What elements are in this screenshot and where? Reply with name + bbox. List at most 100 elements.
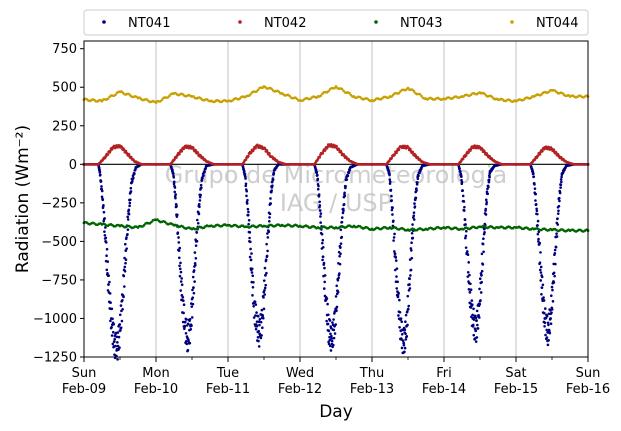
trace-point (254, 314, 257, 317)
trace-point (126, 215, 129, 219)
trace-point (262, 279, 266, 282)
trace-point (539, 279, 543, 282)
trace-point (464, 223, 467, 226)
x-axis: SunFeb-09MonFeb-10TueFeb-11WedFeb-12ThuF… (62, 357, 610, 397)
trace-point (129, 198, 132, 202)
trace-point (333, 332, 337, 335)
trace-point (441, 163, 445, 166)
trace-point (411, 150, 415, 154)
trace-point (128, 204, 131, 208)
trace-point (557, 197, 561, 201)
trace-point (585, 94, 588, 97)
trace-point (479, 272, 483, 275)
trace-point (318, 204, 322, 207)
trace-point (277, 90, 281, 94)
trace-point (101, 197, 104, 201)
trace-point (407, 289, 411, 292)
trace-point (478, 277, 482, 281)
trace-point (323, 274, 327, 277)
trace-point (550, 311, 553, 315)
series-NT044 (82, 85, 590, 105)
trace-point (256, 88, 260, 92)
trace-point (330, 334, 333, 338)
trace-point (331, 321, 334, 324)
trace-point (409, 268, 413, 272)
trace-point (342, 203, 346, 206)
trace-point (547, 312, 551, 316)
trace-point (479, 291, 483, 294)
trace-point (263, 286, 267, 290)
trace-point (464, 246, 468, 249)
trace-point (315, 170, 319, 174)
trace-point (318, 200, 321, 204)
trace-point (244, 184, 248, 188)
trace-point (247, 210, 250, 214)
trace-point (105, 254, 108, 258)
trace-point (322, 261, 326, 265)
trace-point (416, 181, 419, 184)
trace-point (470, 299, 474, 302)
trace-point (412, 211, 416, 214)
trace-point (407, 283, 410, 287)
trace-point (250, 267, 254, 271)
series-NT043 (82, 218, 590, 233)
trace-point (246, 198, 249, 202)
trace-point (333, 86, 336, 90)
trace-point (321, 258, 324, 262)
trace-point (533, 183, 536, 186)
trace-point (548, 331, 552, 335)
trace-point (423, 228, 426, 231)
trace-point (335, 144, 338, 148)
trace-point (261, 314, 265, 318)
trace-point (333, 227, 336, 230)
trace-point (189, 227, 192, 230)
trace-point (153, 100, 156, 103)
trace-point (119, 304, 123, 307)
trace-point (541, 149, 544, 153)
trace-point (251, 285, 255, 289)
trace-point (557, 209, 560, 213)
trace-point (200, 179, 204, 182)
trace-point (188, 317, 192, 321)
trace-point (247, 222, 250, 226)
trace-point (317, 193, 321, 196)
trace-point (553, 248, 557, 252)
trace-point (319, 94, 323, 97)
trace-point (263, 147, 267, 151)
x-tick-date-3: Feb-12 (278, 382, 322, 397)
trace-point (130, 180, 134, 183)
x-tick-weekday-5: Fri (436, 366, 452, 381)
trace-point (536, 232, 540, 236)
trace-point (124, 258, 128, 261)
trace-point (177, 236, 180, 239)
trace-point (369, 228, 372, 231)
trace-point (341, 211, 345, 215)
trace-point (194, 244, 198, 247)
trace-point (548, 318, 552, 321)
trace-point (546, 343, 550, 347)
trace-point (259, 336, 263, 340)
trace-point (560, 180, 563, 184)
trace-point (135, 225, 138, 228)
trace-point (266, 232, 269, 235)
trace-point (98, 168, 101, 172)
trace-point (329, 326, 333, 330)
x-tick-weekday-7: Sun (576, 366, 601, 381)
y-tick-label-0: −1250 (33, 351, 77, 366)
trace-point (255, 311, 258, 314)
trace-point (340, 235, 344, 239)
trace-point (104, 226, 107, 229)
trace-point (245, 194, 248, 198)
trace-point (120, 319, 124, 323)
y-tick-label-8: 750 (52, 42, 77, 57)
trace-point (109, 301, 112, 304)
trace-point (103, 233, 107, 237)
trace-point (405, 335, 409, 338)
trace-point (397, 91, 401, 95)
trace-point (400, 332, 404, 336)
trace-point (557, 154, 560, 157)
trace-point (125, 236, 128, 239)
trace-point (207, 224, 210, 228)
trace-point (390, 199, 393, 202)
